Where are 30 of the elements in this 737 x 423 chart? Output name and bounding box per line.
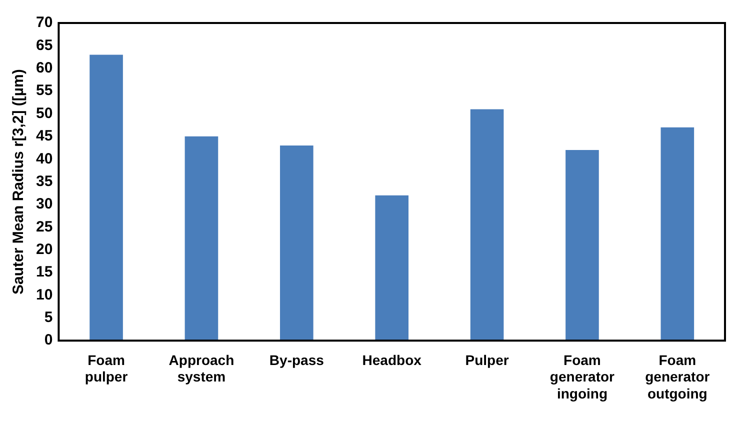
x-tick-label: By-pass	[269, 352, 324, 368]
y-tick-label: 0	[44, 332, 53, 349]
bar	[184, 136, 218, 341]
bar	[566, 150, 599, 341]
y-tick-label: 35	[36, 172, 53, 190]
y-tick-label: 70	[36, 14, 53, 32]
y-tick-label: 25	[36, 218, 53, 236]
bar	[660, 127, 694, 341]
y-tick-label: 45	[36, 128, 53, 145]
x-tick-label: Foam pulper	[84, 352, 128, 385]
y-tick-label: 20	[36, 241, 53, 258]
y-tick-label: 50	[36, 104, 53, 122]
bar	[280, 146, 314, 341]
x-tick-label: Foam generator ingoing	[550, 352, 616, 402]
y-tick-label: 55	[36, 82, 53, 100]
x-tick-label: Approach system	[168, 352, 234, 385]
y-tick-label: 30	[36, 196, 53, 213]
bar	[90, 54, 123, 341]
y-axis-title: Sauter Mean Radius r[3,2] ([µm)	[10, 69, 28, 294]
y-tick-label: 15	[36, 264, 53, 281]
y-tick-label: 5	[44, 309, 53, 326]
y-tick-label: 65	[36, 36, 53, 54]
x-tick-label: Foam generator outgoing	[645, 352, 710, 402]
x-tick-label: Pulper	[465, 352, 510, 368]
bar	[375, 195, 408, 341]
bar	[470, 109, 504, 341]
y-tick-label: 10	[36, 286, 53, 304]
y-tick-label: 60	[36, 60, 53, 77]
y-tick-label: 40	[36, 150, 53, 168]
x-tick-label: Headbox	[362, 352, 422, 368]
